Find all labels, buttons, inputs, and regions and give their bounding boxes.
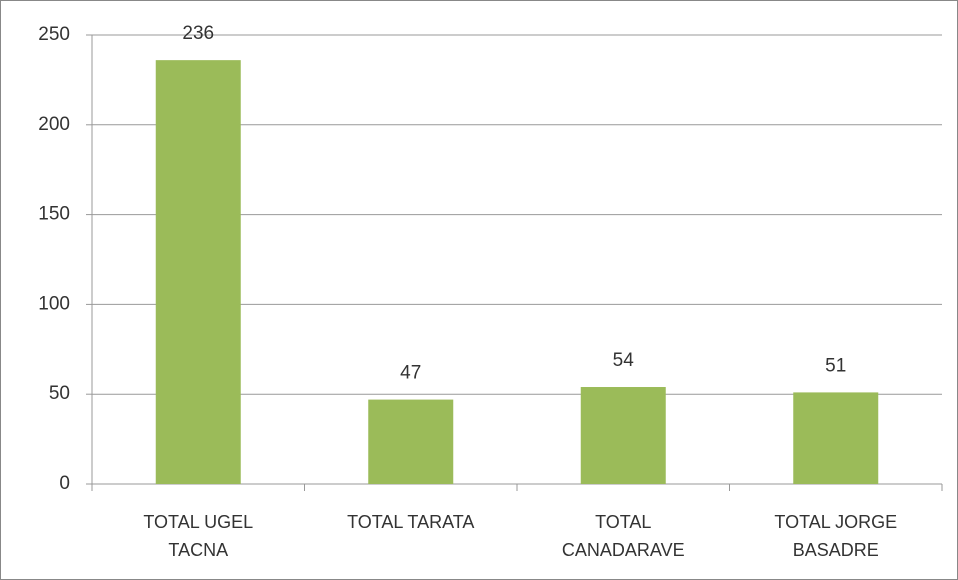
bar: [793, 392, 879, 484]
x-tick-label-box: TOTAL JORGE BASADRE: [774, 512, 898, 560]
x-tick-label: TOTAL UGEL TACNA: [143, 512, 254, 560]
y-tick-label: 250: [38, 24, 70, 45]
bar: [580, 387, 666, 484]
y-tick-label: 100: [38, 293, 70, 314]
y-tick-label: 50: [49, 383, 70, 404]
x-tick-label: TOTAL CANADARAVE: [561, 512, 685, 560]
bar: [155, 60, 241, 484]
y-tick-label: 150: [38, 204, 70, 225]
y-tick-label: 0: [59, 473, 70, 494]
x-tick-label-box: TOTAL TARATA: [347, 512, 475, 532]
x-tick-label: TOTAL TARATA: [347, 512, 475, 532]
data-label: 54: [613, 350, 635, 371]
bar: [368, 399, 454, 484]
data-label: 47: [400, 363, 421, 384]
data-label: 51: [825, 355, 846, 376]
x-tick-label-box: TOTAL UGEL TACNA: [143, 512, 254, 560]
data-label: 236: [182, 23, 214, 44]
x-tick-label-box: TOTAL CANADARAVE: [561, 512, 685, 560]
x-tick-label: TOTAL JORGE BASADRE: [774, 512, 898, 560]
y-tick-label: 200: [38, 114, 70, 135]
